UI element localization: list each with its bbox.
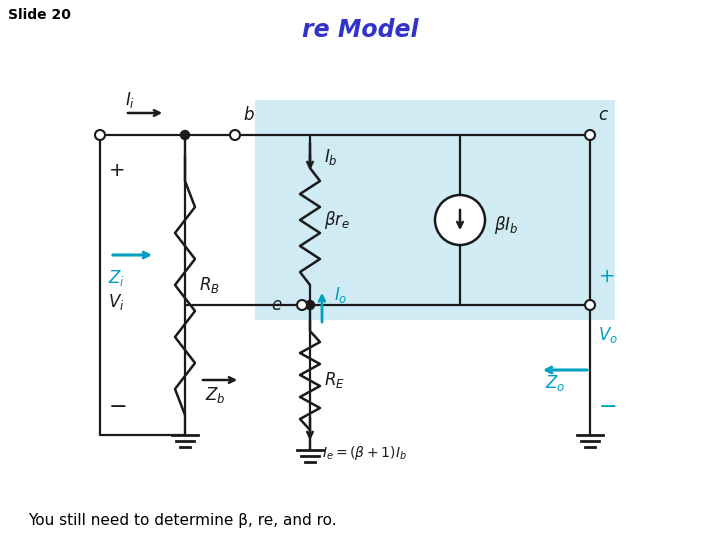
Text: $+$: $+$	[108, 160, 125, 179]
Text: $I_b$: $I_b$	[324, 147, 338, 167]
Text: $Z_i$: $Z_i$	[108, 268, 125, 288]
Text: $I_o$: $I_o$	[334, 285, 348, 305]
Text: $V_i$: $V_i$	[108, 292, 125, 312]
Circle shape	[305, 300, 315, 309]
Text: $e$: $e$	[271, 296, 282, 314]
Circle shape	[95, 130, 105, 140]
Circle shape	[181, 131, 189, 139]
Text: $\beta I_b$: $\beta I_b$	[494, 214, 518, 236]
Circle shape	[585, 300, 595, 310]
Text: $Z_b$: $Z_b$	[205, 385, 225, 405]
Text: $-$: $-$	[598, 395, 616, 415]
Text: $V_o$: $V_o$	[598, 325, 618, 345]
Text: $+$: $+$	[598, 267, 614, 287]
Text: Slide 20: Slide 20	[8, 8, 71, 22]
Text: You still need to determine β, re, and ro.: You still need to determine β, re, and r…	[28, 512, 337, 528]
Text: re Model: re Model	[302, 18, 418, 42]
Text: $I_i$: $I_i$	[125, 90, 135, 110]
Circle shape	[297, 300, 307, 310]
Text: $\beta r_e$: $\beta r_e$	[324, 209, 350, 231]
Text: $b$: $b$	[243, 106, 255, 124]
Text: $Z_o$: $Z_o$	[545, 373, 565, 393]
Text: $I_e = (\beta+1)I_b$: $I_e = (\beta+1)I_b$	[322, 444, 407, 462]
Text: $R_E$: $R_E$	[324, 370, 345, 390]
Text: $c$: $c$	[598, 106, 609, 124]
Text: $R_B$: $R_B$	[199, 275, 220, 295]
Circle shape	[585, 130, 595, 140]
Text: $-$: $-$	[108, 395, 126, 415]
Circle shape	[435, 195, 485, 245]
Circle shape	[230, 130, 240, 140]
Bar	[255, 100, 615, 320]
